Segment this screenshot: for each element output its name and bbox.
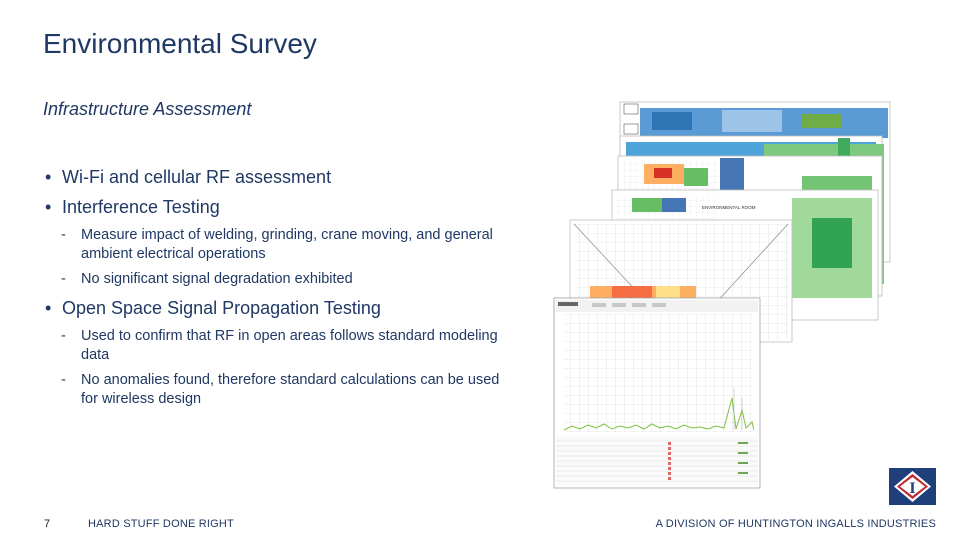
sub-bullet-confirm-rf: Used to confirm that RF in open areas fo… — [43, 327, 503, 365]
footer-tagline: HARD STUFF DONE RIGHT — [88, 518, 234, 530]
logo-letter: I — [909, 480, 915, 497]
collage-label-2: ENVIRONMENTAL ROOM — [702, 205, 756, 210]
sub-bullet-no-degradation: No significant signal degradation exhibi… — [43, 270, 503, 289]
sub-bullet-no-anomalies: No anomalies found, therefore standard c… — [43, 371, 503, 409]
bullet-open-space-testing: Open Space Signal Propagation Testing — [43, 297, 503, 319]
sub-bullet-measure-impact: Measure impact of welding, grinding, cra… — [43, 226, 503, 264]
bullet-list: Wi-Fi and cellular RF assessment Interfe… — [43, 166, 503, 417]
spectrum-chart-sheet — [553, 297, 761, 489]
rf-survey-collage-image: ENVIRONMENTAL ROOM ENVIRONMENTAL ROOM — [553, 101, 891, 489]
slide-title: Environmental Survey — [43, 28, 317, 59]
bullet-interference-testing: Interference Testing — [43, 196, 503, 218]
company-logo: I — [889, 468, 936, 505]
open-space-subitems: Used to confirm that RF in open areas fo… — [43, 327, 503, 409]
page-number: 7 — [44, 518, 51, 530]
footer-division: A DIVISION OF HUNTINGTON INGALLS INDUSTR… — [655, 518, 936, 530]
bullet-rf-assessment: Wi-Fi and cellular RF assessment — [43, 166, 503, 188]
interference-subitems: Measure impact of welding, grinding, cra… — [43, 226, 503, 289]
slide-subtitle: Infrastructure Assessment — [43, 99, 252, 119]
